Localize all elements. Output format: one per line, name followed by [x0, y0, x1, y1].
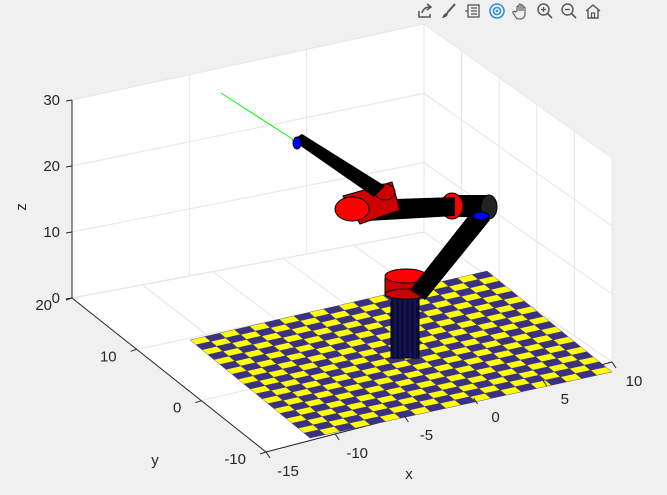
tick-mark — [65, 99, 73, 102]
tick-label: 10 — [100, 348, 117, 365]
y-axis-label: y — [151, 452, 159, 469]
pan-hand-icon[interactable] — [510, 0, 532, 22]
back-wall-left — [72, 24, 424, 298]
tick-mark — [259, 451, 267, 455]
elbow-joint-blue-cap — [472, 211, 490, 221]
tick-label: 20 — [43, 158, 60, 175]
lower-link — [410, 210, 490, 300]
tick-label: -5 — [420, 427, 433, 444]
brush-icon[interactable] — [438, 0, 460, 22]
tick-label: 5 — [561, 391, 569, 408]
tick-label: 0 — [173, 400, 181, 417]
z-tick-labels: 0 10 20 30 — [43, 92, 73, 307]
x-axis-label: x — [405, 466, 413, 483]
tick-label: 0 — [491, 409, 499, 426]
figure-toolbar — [414, 0, 604, 22]
forearm-link — [292, 134, 385, 197]
tick-label: -10 — [346, 445, 368, 462]
export-icon[interactable] — [414, 0, 436, 22]
tick-label: 30 — [43, 92, 60, 109]
shoulder-joint-front — [334, 196, 370, 222]
tick-mark — [403, 415, 409, 423]
tick-mark — [265, 451, 271, 459]
tick-mark — [65, 165, 73, 168]
x-tick-labels: -15 -10 -5 0 5 10 — [265, 361, 643, 480]
zoom-out-icon[interactable] — [558, 0, 580, 22]
grid-line — [71, 231, 425, 299]
tick-mark — [130, 348, 137, 352]
y-tick-labels: -10 0 10 20 — [35, 297, 267, 468]
grid-line — [423, 92, 613, 227]
tick-mark — [65, 297, 73, 301]
grid-line — [423, 23, 613, 159]
back-wall-right — [424, 24, 612, 362]
tick-mark — [195, 400, 202, 404]
tick-mark — [65, 231, 73, 234]
zoom-in-icon[interactable] — [534, 0, 556, 22]
robot-arm — [220, 92, 498, 359]
checker-tile — [590, 366, 613, 376]
tick-mark — [473, 397, 479, 405]
tick-label: 20 — [35, 297, 52, 314]
tool-direction-line — [220, 92, 295, 141]
tick-label: -10 — [224, 451, 246, 468]
tick-mark — [542, 379, 548, 387]
grid-line — [71, 92, 425, 167]
tick-label: 10 — [43, 224, 60, 241]
wrist-cap — [292, 136, 302, 150]
data-tips-icon[interactable] — [462, 0, 484, 22]
tick-mark — [611, 361, 617, 369]
grid-line — [423, 162, 613, 295]
tick-label: -15 — [277, 463, 299, 480]
tick-label: 10 — [626, 373, 643, 390]
tick-label: 0 — [52, 290, 60, 307]
z-axis-label: z — [13, 203, 30, 211]
grid-line — [71, 23, 425, 101]
tick-mark — [334, 433, 340, 441]
home-icon[interactable] — [582, 0, 604, 22]
rotate-3d-icon[interactable] — [486, 0, 508, 22]
